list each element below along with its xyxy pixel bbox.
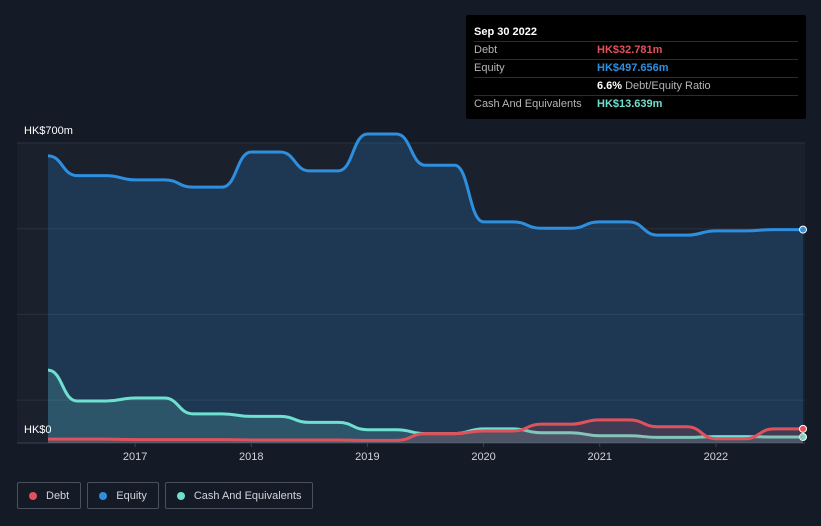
tooltip-label: Equity: [474, 62, 505, 74]
tooltip-subtext: Debt/Equity Ratio: [625, 80, 711, 92]
series-area-equity: [48, 134, 803, 443]
series-line-debt: [47, 418, 803, 442]
legend-dot-icon: [29, 491, 37, 500]
tooltip-row-equity: Equity HK$497.656m: [474, 59, 798, 77]
tooltip-value: HK$32.781m: [597, 44, 663, 56]
grid: [17, 142, 805, 444]
tooltip-label: Debt: [474, 44, 498, 56]
tooltip-value: 6.6%: [597, 80, 623, 92]
tooltip-row-cash: Cash And Equivalents HK$13.639m: [474, 95, 798, 113]
series-endpoint-cash-and-equivalents[interactable]: [799, 433, 807, 441]
tooltip-label: Cash And Equivalents: [474, 98, 582, 110]
legend-item-equity[interactable]: Equity: [87, 482, 159, 509]
x-tick-label: 2022: [703, 451, 729, 463]
series-area-cash-and-equivalents: [48, 370, 803, 443]
tooltip-row-debt: Debt HK$32.781m: [474, 41, 798, 59]
tooltip-value: HK$497.656m: [597, 62, 669, 74]
x-tick-label: 2019: [355, 451, 380, 463]
series-endpoint-equity[interactable]: [799, 225, 807, 234]
legend-item-debt[interactable]: Debt: [17, 482, 82, 509]
series-area-debt: [48, 419, 803, 443]
axis-layer: [134, 443, 717, 447]
legend: Debt Equity Cash And Equivalents: [17, 482, 314, 509]
tooltip-row-ratio: 6.6% Debt/Equity Ratio: [474, 77, 798, 95]
y-axis-max-label: HK$700m: [24, 125, 73, 137]
tooltip: Sep 30 2022 Debt HK$32.781m Equity HK$49…: [466, 15, 806, 119]
tooltip-date: Sep 30 2022: [474, 26, 537, 38]
series-endpoint-debt[interactable]: [799, 424, 807, 433]
legend-item-cash[interactable]: Cash And Equivalents: [164, 482, 314, 509]
legend-label: Debt: [46, 489, 70, 502]
tooltip-value: HK$13.639m: [597, 98, 663, 110]
x-tick-label: 2020: [471, 451, 496, 463]
y-axis-min-label: HK$0: [24, 424, 52, 436]
legend-dot-icon: [99, 491, 108, 500]
plot-background: [17, 143, 805, 443]
series-line-equity: [47, 132, 803, 237]
legend-dot-icon: [176, 491, 185, 500]
series-layer: [47, 132, 807, 443]
tooltip-label: [474, 78, 597, 95]
x-tick-label: 2021: [587, 451, 612, 463]
x-tick-label: 2017: [122, 451, 148, 463]
legend-label: Equity: [116, 489, 147, 502]
legend-label: Cash And Equivalents: [193, 489, 302, 502]
x-tick-label: 2018: [239, 451, 264, 463]
